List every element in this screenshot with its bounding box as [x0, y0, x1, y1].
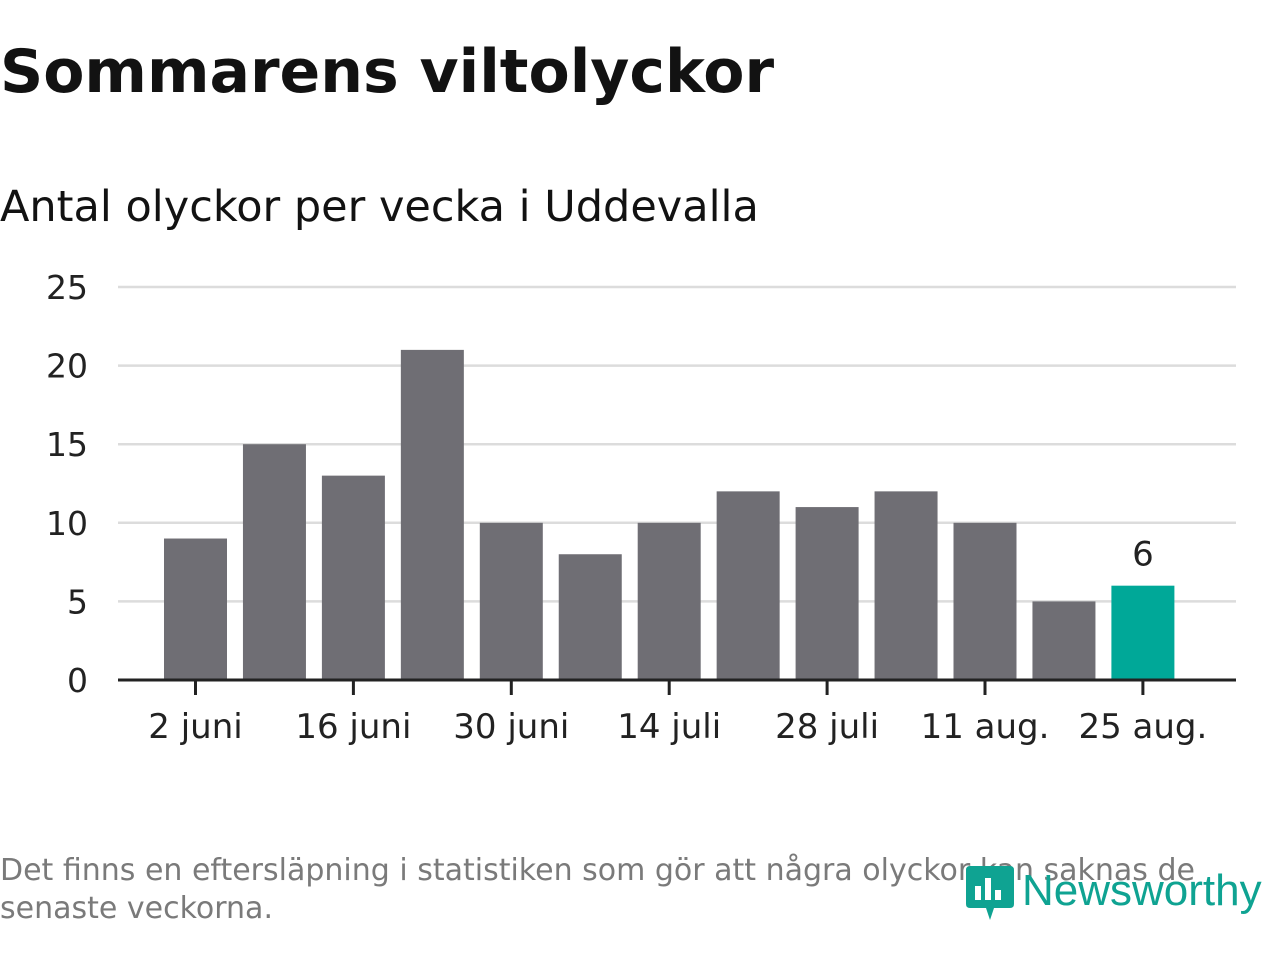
chart-subtitle: Antal olyckor per vecka i Uddevalla — [0, 182, 759, 232]
data-label: 6 — [1132, 535, 1154, 575]
bar-28-juli — [795, 507, 859, 680]
bar-2-juni — [164, 538, 227, 680]
bar-9-juni — [242, 444, 306, 680]
bar-23-juni — [400, 349, 464, 680]
y-tick-label: 5 — [67, 582, 88, 621]
y-tick-label: 15 — [46, 425, 88, 464]
x-tick-label: 25 aug. — [1078, 707, 1207, 747]
y-tick-label: 0 — [67, 661, 88, 700]
bar-16-juni — [321, 475, 385, 680]
bar-30-juni — [479, 522, 543, 680]
y-tick-label: 10 — [46, 504, 88, 543]
bar-chart: 0 5 10 15 20 25 2 juni 16 juni 30 juni 14 juli 28… — [46, 268, 1236, 747]
bars — [164, 349, 1175, 680]
newsworthy-logo: Newsworthy — [964, 858, 1262, 924]
bar-18-aug — [1032, 601, 1096, 680]
y-axis-ticks: 0 5 10 15 20 25 — [46, 268, 88, 700]
y-tick-label: 25 — [46, 268, 88, 307]
x-tick-label: 11 aug. — [921, 707, 1050, 747]
x-tick-label: 30 juni — [453, 707, 569, 747]
bar-11-aug — [953, 522, 1017, 680]
newsworthy-logo-icon — [966, 866, 1014, 920]
newsworthy-logo-text: Newsworthy — [1022, 866, 1262, 915]
y-tick-label: 20 — [46, 347, 88, 386]
data-labels: 6 — [1132, 535, 1154, 575]
bar-14-juli — [637, 522, 701, 680]
bar-25-aug — [1111, 585, 1175, 680]
x-tick-label: 16 juni — [295, 707, 411, 747]
x-tick-label: 28 juli — [775, 707, 879, 747]
x-tick-label: 2 juni — [148, 707, 242, 747]
bar-21-juli — [716, 491, 780, 680]
x-axis-ticks: 2 juni 16 juni 30 juni 14 juli 28 juli 11 aug… — [148, 680, 1207, 747]
bar-7-juli — [558, 554, 622, 680]
chart-title: Sommarens viltolyckor — [0, 37, 775, 107]
bar-4-aug — [874, 491, 938, 680]
x-tick-label: 14 juli — [617, 707, 721, 747]
